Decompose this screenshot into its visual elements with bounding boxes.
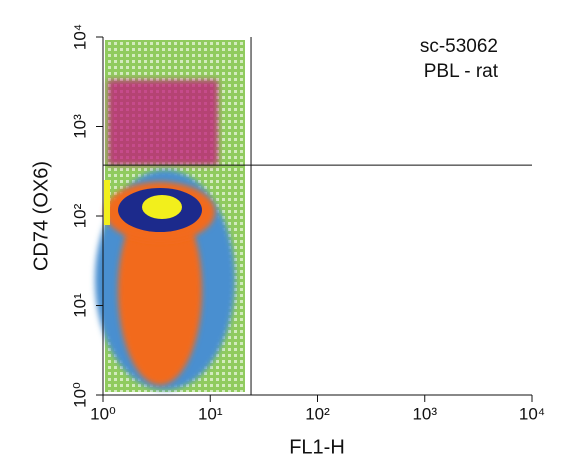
x-tick-label: 10² xyxy=(305,404,330,423)
x-tick-label: 10³ xyxy=(412,404,437,423)
x-axis-label: FL1-H xyxy=(289,436,345,458)
y-axis-label: CD74 (OX6) xyxy=(30,161,52,271)
y-tick-label: 10² xyxy=(70,203,89,228)
y-tick-label: 10⁴ xyxy=(70,24,89,50)
x-tick-label: 10⁴ xyxy=(519,404,545,423)
annotation: sc-53062 xyxy=(420,36,498,57)
density-cloud xyxy=(95,40,245,392)
density-high xyxy=(118,195,202,385)
density-low xyxy=(108,80,218,165)
density-peak xyxy=(104,180,110,225)
y-tick-label: 10¹ xyxy=(70,293,89,318)
y-tick-label: 10³ xyxy=(70,114,89,139)
x-tick-label: 10⁰ xyxy=(90,404,116,423)
density-peak xyxy=(142,195,182,219)
annotation: PBL - rat xyxy=(424,61,499,82)
y-tick-label: 10⁰ xyxy=(70,382,89,408)
x-tick-label: 10¹ xyxy=(198,404,223,423)
